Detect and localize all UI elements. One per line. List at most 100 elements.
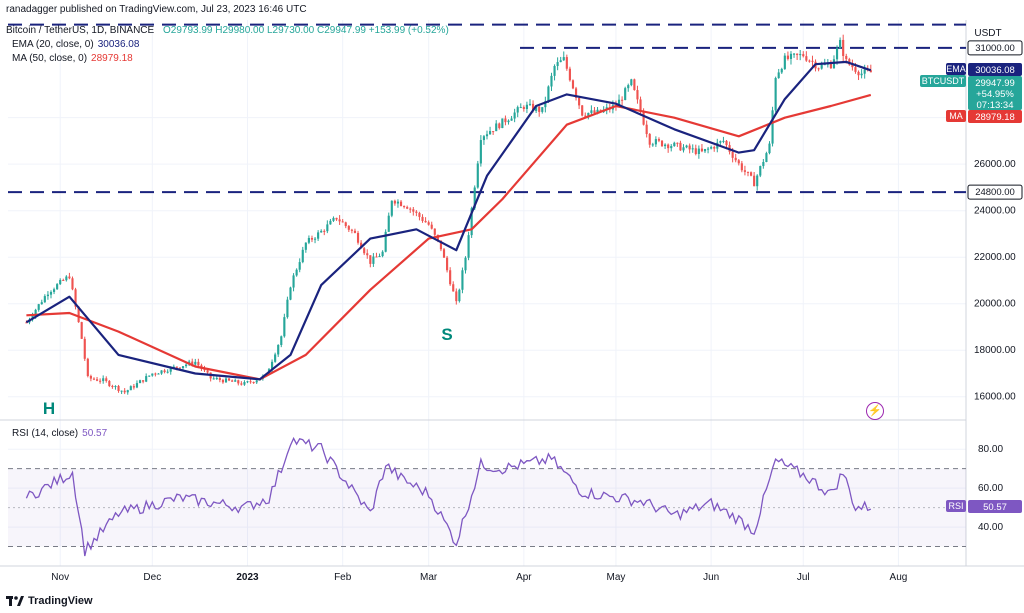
tradingview-brand: TradingView [28, 595, 93, 607]
candle-body [703, 149, 707, 152]
candle-body [301, 249, 304, 263]
tradingview-footer[interactable]: TradingView [6, 595, 93, 607]
rsi-tag-bg [946, 500, 966, 512]
price-tick-label: 22000.00 [974, 252, 1016, 263]
rsi-tag-label: RSI [948, 501, 963, 511]
ema-tag-bg [946, 63, 966, 75]
candle-body [206, 370, 209, 373]
candle-body [344, 222, 347, 227]
candle-body [129, 386, 132, 391]
candle-body [378, 256, 381, 258]
ma-legend[interactable]: MA (50, close, 0) 28979.18 [12, 53, 133, 64]
candle-body [185, 364, 188, 367]
candle-body [295, 269, 298, 276]
candle-body [350, 229, 353, 231]
lightning-icon[interactable]: ⚡ [866, 402, 884, 420]
candle-body [403, 206, 406, 208]
candle-body [135, 383, 139, 388]
symbol-legend[interactable]: Bitcoin / TetherUS, 1D, BINANCE O29793.9… [6, 25, 449, 36]
candle-body [289, 287, 292, 300]
rsi-legend[interactable]: RSI (14, close) 50.57 [12, 428, 107, 439]
candle-body [86, 358, 89, 377]
line-layer [25, 60, 872, 381]
time-tick-label: Nov [51, 572, 69, 583]
candle-body [194, 361, 197, 365]
price-tag-text: 29947.99 [975, 78, 1015, 89]
candle-body [323, 230, 326, 232]
candle-body [212, 378, 215, 380]
ma-value-tag-text: 28979.18 [975, 112, 1015, 123]
candle-body [332, 217, 335, 221]
candle-body [353, 230, 357, 233]
candle-body [270, 361, 274, 370]
ema-legend[interactable]: EMA (20, close, 0) 30036.08 [12, 39, 139, 50]
candle-body [694, 148, 697, 154]
rsi-layer [8, 436, 966, 557]
symbol-name: Bitcoin / TetherUS, 1D, BINANCE [6, 25, 155, 36]
candle-body [679, 142, 682, 151]
candle-body [360, 242, 363, 249]
candle-body [710, 147, 713, 149]
candle-body [587, 112, 590, 117]
candle-body [154, 373, 157, 375]
candle-body [492, 131, 495, 133]
candle-body [231, 380, 234, 382]
symbol-tag-label: BTCUSDT [922, 76, 965, 86]
candle-body [762, 161, 765, 167]
candle-body [175, 366, 178, 368]
candle-body [243, 382, 246, 385]
candle-body [237, 380, 240, 384]
candle-body [768, 143, 771, 154]
candle-body [277, 344, 280, 355]
candle-body [479, 140, 482, 164]
candle-body [99, 380, 102, 382]
tradingview-logo-icon [6, 596, 24, 606]
currency-label: USDT [974, 28, 1001, 39]
ma-label: MA (50, close, 0) [12, 53, 88, 64]
candle-body [482, 136, 486, 141]
candle-body [120, 390, 123, 392]
candle-body [307, 238, 310, 243]
candle-body [789, 53, 793, 59]
candle-body [461, 270, 464, 290]
candle-body [65, 276, 68, 281]
candle-body [829, 63, 832, 69]
tag-layer: 31000.00 EMA 30036.08 BTCUSDT 29947.99+54.95… [920, 40, 1023, 513]
candle-body [421, 216, 424, 221]
candle-body [504, 118, 507, 123]
candle-body [835, 48, 839, 60]
candle-body [759, 166, 762, 176]
candle-body [427, 222, 430, 225]
candle-body [842, 39, 845, 56]
candle-body [375, 256, 378, 258]
candle-body [562, 57, 565, 61]
candle-body [56, 284, 59, 290]
level-layer [8, 23, 966, 194]
candle-body [765, 153, 768, 162]
candle-body [172, 366, 175, 368]
candle-body [713, 147, 716, 149]
candle-body [148, 375, 151, 377]
candle-body [338, 219, 341, 222]
candle-body [636, 90, 639, 100]
candle-body [777, 72, 780, 79]
candle-body [667, 144, 670, 149]
candle-body [169, 367, 172, 372]
candle-body [390, 200, 393, 216]
candle-body [786, 55, 789, 59]
candle-body [71, 278, 74, 290]
candle-body [869, 70, 872, 73]
ema-tag-label: EMA [946, 64, 966, 74]
candle-body [740, 163, 743, 171]
candle-body [221, 379, 225, 383]
symbol-tag-bg [920, 75, 966, 87]
candle-body [535, 106, 538, 111]
time-tick-label: Feb [334, 572, 352, 583]
candle-body [83, 338, 86, 359]
candle-body [688, 145, 691, 150]
candle-body [476, 163, 479, 188]
grid-layer [0, 20, 1024, 567]
candle-body [68, 276, 71, 279]
candle-body [700, 148, 704, 152]
